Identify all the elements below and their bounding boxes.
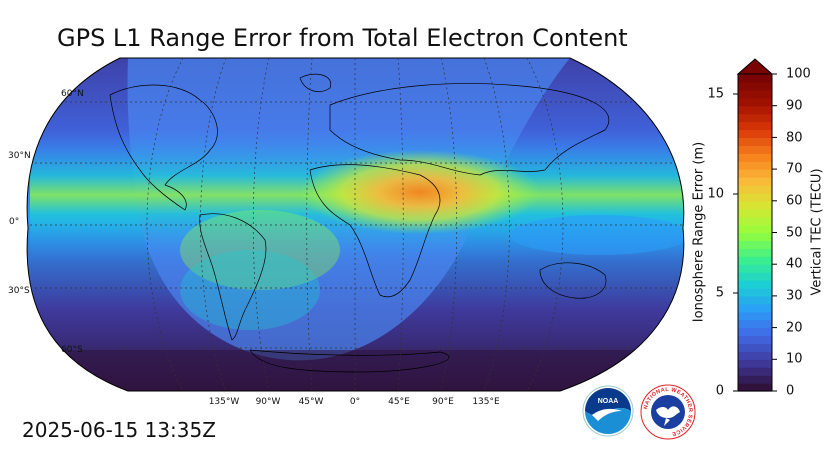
range-tick-0: 0 — [715, 383, 724, 399]
colorbar-segment — [738, 216, 772, 226]
tec-axis-label: Vertical TEC (TECU) — [809, 168, 825, 296]
range-tick-15: 15 — [707, 86, 724, 102]
lon-label-90w: 90°W — [255, 397, 281, 407]
colorbar-segment — [738, 89, 772, 99]
colorbar-segment — [738, 351, 772, 360]
colorbar-segment — [738, 256, 772, 265]
colorbar-segment — [738, 375, 772, 384]
lat-label-60s: 60°S — [61, 345, 83, 355]
colorbar-segment — [738, 145, 772, 154]
colorbar-segment — [738, 287, 772, 297]
tec-tick-50: 50 — [786, 225, 803, 241]
colorbar-segment — [738, 137, 772, 146]
colorbar-segment — [738, 105, 772, 115]
noaa-logo: NOAA — [582, 385, 634, 437]
colorbar-segment — [738, 280, 772, 289]
svg-text:NOAA: NOAA — [598, 398, 619, 405]
tec-tick-10: 10 — [786, 351, 803, 367]
colorbar-segment — [738, 177, 772, 186]
graticule — [27, 58, 684, 391]
tec-tick-30: 30 — [786, 288, 803, 304]
colorbar-segment — [738, 272, 772, 281]
lon-label-90e: 90°E — [432, 397, 454, 407]
tec-tick-60: 60 — [786, 193, 803, 209]
colorbar-segment — [738, 240, 772, 249]
lon-label-0: 0° — [349, 397, 361, 407]
colorbar-segment — [738, 200, 772, 210]
colorbar-segment — [738, 303, 772, 313]
tec-tick-70: 70 — [786, 161, 803, 177]
tec-tick-90: 90 — [786, 98, 803, 114]
colorbar-segment — [738, 74, 772, 83]
colorbar-segment — [738, 208, 772, 218]
chart-title: GPS L1 Range Error from Total Electron C… — [57, 24, 628, 52]
range-error-axis-label: Ionosphere Range Error (m) — [691, 141, 707, 323]
colorbar-segment — [738, 295, 772, 305]
lat-label-30s: 30°S — [8, 286, 30, 296]
colorbar-segment — [738, 248, 772, 257]
tec-tick-40: 40 — [786, 256, 803, 272]
colorbar-segment — [738, 97, 772, 107]
lat-label-60n: 60°N — [61, 89, 84, 99]
lon-label-45e: 45°E — [388, 397, 410, 407]
colorbar-segment — [738, 161, 772, 170]
tec-tick-100: 100 — [786, 66, 811, 82]
colorbar-segment — [738, 359, 772, 368]
range-tick-10: 10 — [707, 186, 724, 202]
range-tick-5: 5 — [715, 285, 724, 301]
colorbar-segment — [738, 264, 772, 273]
tec-tick-80: 80 — [786, 130, 803, 146]
colorbar-segment — [738, 343, 772, 352]
colorbar-segment — [738, 192, 772, 202]
tec-tick-20: 20 — [786, 320, 803, 336]
colorbar-segment — [738, 367, 772, 376]
colorbar-segment — [738, 81, 772, 91]
tec-maximum — [300, 150, 540, 234]
timestamp: 2025-06-15 13:35Z — [22, 418, 216, 442]
colorbar-segment — [738, 232, 772, 242]
colorbar-extend-arrow — [736, 58, 774, 75]
colorbar-segment — [738, 184, 772, 194]
nws-logo: NATIONAL WEATHER SERVICE — [640, 384, 696, 440]
colorbar-segment — [738, 335, 772, 345]
colorbar-segment — [738, 311, 772, 321]
colorbar-segment — [738, 153, 772, 162]
lon-label-135w: 135°W — [208, 397, 240, 407]
colorbar-segment — [738, 224, 772, 234]
lon-label-45w: 45°W — [298, 397, 324, 407]
colorbar-segment — [738, 383, 772, 392]
colorbar-segment — [738, 327, 772, 337]
colorbar-segment — [738, 319, 772, 329]
colorbar-segment — [738, 121, 772, 131]
lat-label-0: 0° — [9, 217, 20, 227]
colorbar-segment — [738, 113, 772, 123]
lon-label-135e: 135°E — [472, 397, 500, 407]
colorbar-segment — [738, 129, 772, 138]
colorbar-segment — [738, 169, 772, 178]
lat-label-30n: 30°N — [8, 151, 31, 161]
tec-tick-0: 0 — [786, 383, 795, 399]
